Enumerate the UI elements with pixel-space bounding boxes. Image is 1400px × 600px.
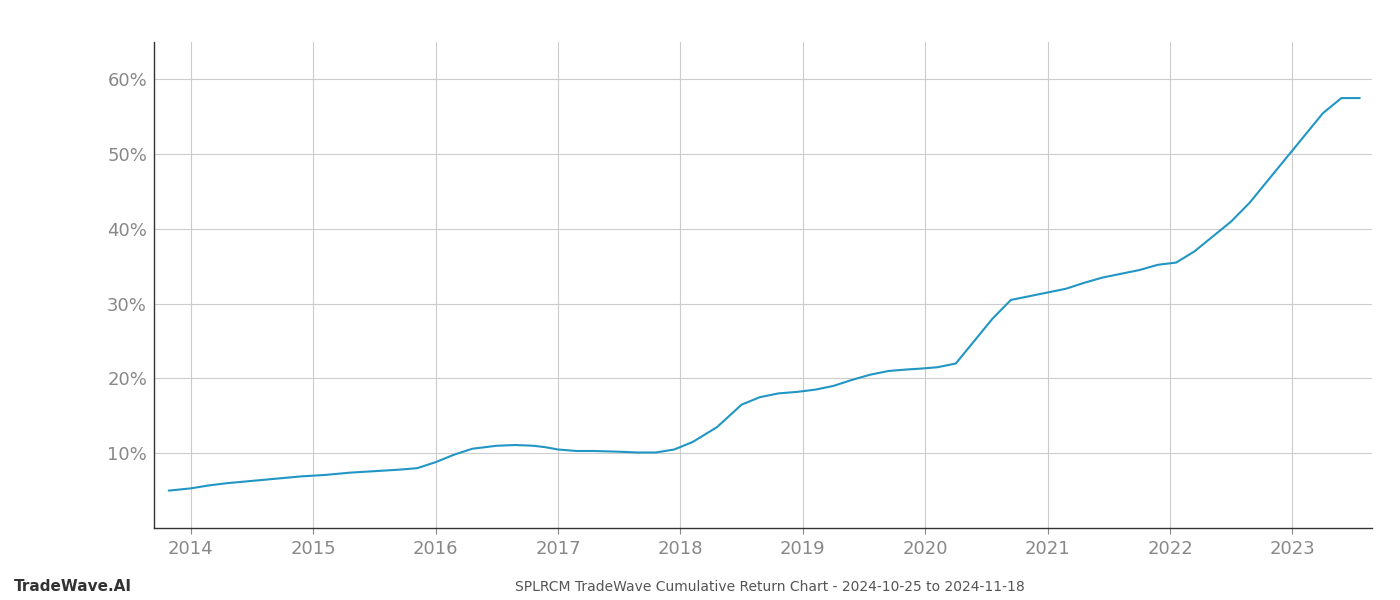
Text: SPLRCM TradeWave Cumulative Return Chart - 2024-10-25 to 2024-11-18: SPLRCM TradeWave Cumulative Return Chart… [515,580,1025,594]
Text: TradeWave.AI: TradeWave.AI [14,579,132,594]
